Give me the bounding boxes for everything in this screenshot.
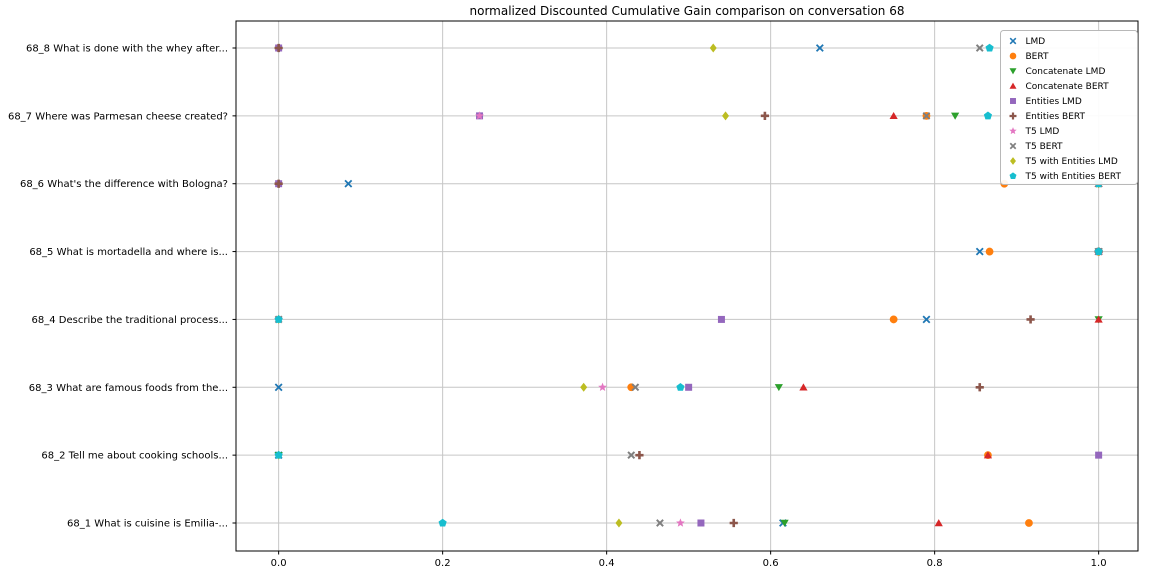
legend-label: Entities LMD bbox=[1026, 97, 1082, 107]
data-point bbox=[656, 519, 664, 527]
data-point bbox=[815, 44, 824, 52]
data-point bbox=[934, 519, 943, 527]
data-point bbox=[983, 111, 993, 120]
legend-item: Entities LMD bbox=[1010, 97, 1082, 107]
legend-marker-triangle_down-icon bbox=[1009, 68, 1017, 75]
data-point bbox=[274, 179, 283, 188]
x-tick-labels: 0.0 0.2 0.4 0.6 0.8 1.0 bbox=[271, 558, 1107, 569]
data-point bbox=[475, 111, 484, 120]
legend-label: LMD bbox=[1026, 37, 1046, 47]
legend-label: Entities BERT bbox=[1026, 112, 1086, 122]
legend-marker-x_filled-icon bbox=[1009, 142, 1017, 150]
data-point bbox=[274, 383, 283, 392]
data-point bbox=[922, 111, 931, 120]
data-point bbox=[951, 112, 960, 120]
data-point bbox=[635, 451, 644, 460]
legend-item: Concatenate LMD bbox=[1009, 67, 1106, 77]
legend-label: T5 LMD bbox=[1025, 127, 1060, 137]
data-point bbox=[438, 518, 447, 527]
legend-item: LMD bbox=[1009, 37, 1046, 47]
x-tick-label: 0.8 bbox=[927, 558, 943, 569]
y-tick-label: 68_7 Where was Parmesan cheese created? bbox=[8, 111, 228, 122]
data-point bbox=[975, 383, 984, 392]
data-point bbox=[975, 44, 984, 52]
y-tick-label: 68_8 What is done with the whey after... bbox=[26, 44, 228, 55]
legend-item: Concatenate BERT bbox=[1009, 82, 1110, 92]
data-point bbox=[985, 43, 994, 52]
y-tick-labels: 68_1 What is cuisine is Emilia-... 68_2 T… bbox=[8, 44, 228, 530]
data-point bbox=[780, 519, 789, 527]
data-point bbox=[274, 43, 283, 53]
data-point bbox=[580, 382, 588, 392]
tick-marks bbox=[232, 47, 1100, 555]
data-point bbox=[729, 518, 738, 528]
data-point bbox=[799, 383, 808, 391]
data-point bbox=[598, 382, 607, 392]
legend-item: BERT bbox=[1009, 52, 1049, 62]
legend-label: Concatenate BERT bbox=[1026, 82, 1110, 92]
legend-label: T5 with Entities BERT bbox=[1025, 172, 1122, 182]
y-tick-label: 68_4 Describe the traditional process... bbox=[32, 315, 228, 326]
legend-marker-pentagon-icon bbox=[1009, 172, 1017, 179]
data-point bbox=[274, 450, 283, 459]
data-point bbox=[697, 519, 705, 527]
legend-item: T5 LMD bbox=[1009, 127, 1059, 137]
y-tick-label: 68_3 What are famous foods from the... bbox=[29, 383, 228, 394]
data-point bbox=[274, 315, 283, 323]
legend-marker-plus-icon bbox=[1009, 112, 1017, 120]
x-tick-label: 0.0 bbox=[271, 558, 287, 569]
legend-marker-triangle_up-icon bbox=[1009, 82, 1017, 89]
legend-marker-square-icon bbox=[1010, 98, 1016, 104]
y-tick-label: 68_6 What's the difference with Bologna? bbox=[20, 179, 228, 190]
legend-marker-circle-icon bbox=[1009, 52, 1017, 60]
y-tick-label: 68_5 What is mortadella and where is... bbox=[29, 247, 228, 258]
legend: LMD BERT Concatenate LMD Concatenate BERT En… bbox=[1000, 30, 1138, 185]
y-tick-label: 68_1 What is cuisine is Emilia-... bbox=[67, 519, 228, 530]
x-tick-label: 1.0 bbox=[1091, 558, 1107, 569]
data-point bbox=[722, 111, 730, 121]
data-point bbox=[1094, 247, 1103, 256]
data-point bbox=[975, 247, 984, 256]
x-tick-label: 0.2 bbox=[435, 558, 451, 569]
legend-label: Concatenate LMD bbox=[1026, 67, 1106, 77]
legend-item: T5 with Entities BERT bbox=[1009, 172, 1122, 182]
legend-label: T5 with Entities LMD bbox=[1025, 157, 1118, 167]
data-point bbox=[627, 451, 636, 460]
data-point bbox=[344, 179, 353, 188]
legend-marker-diamond-icon bbox=[1010, 157, 1016, 165]
x-tick-label: 0.6 bbox=[763, 558, 779, 569]
data-point bbox=[717, 315, 725, 323]
data-point bbox=[1026, 315, 1035, 324]
legend-item: T5 with Entities LMD bbox=[1010, 157, 1118, 167]
data-point bbox=[774, 384, 783, 392]
chart-title: normalized Discounted Cumulative Gain co… bbox=[470, 4, 905, 18]
data-point bbox=[676, 518, 685, 527]
legend-item: T5 BERT bbox=[1009, 142, 1064, 152]
data-point bbox=[889, 315, 898, 324]
data-point bbox=[1094, 315, 1103, 323]
axes-spines bbox=[235, 20, 1139, 552]
data-point bbox=[985, 247, 994, 256]
data-point bbox=[709, 43, 717, 53]
data-point bbox=[983, 451, 993, 459]
legend-marker-x-icon bbox=[1009, 37, 1017, 45]
data-point bbox=[615, 518, 623, 528]
x-tick-label: 0.4 bbox=[599, 558, 615, 569]
y-tick-label: 68_2 Tell me about cooking schools... bbox=[41, 451, 228, 462]
data-point bbox=[1095, 451, 1103, 459]
data-point bbox=[676, 382, 685, 391]
data-point bbox=[685, 383, 693, 391]
legend-item: Entities BERT bbox=[1009, 112, 1086, 122]
data-point bbox=[760, 111, 769, 120]
legend-label: BERT bbox=[1026, 52, 1049, 62]
legend-label: T5 BERT bbox=[1025, 142, 1064, 152]
data-point bbox=[922, 315, 931, 324]
legend-marker-star-icon bbox=[1009, 127, 1017, 135]
data-point bbox=[889, 111, 898, 120]
data-point bbox=[1025, 519, 1033, 527]
data-point bbox=[631, 383, 640, 392]
